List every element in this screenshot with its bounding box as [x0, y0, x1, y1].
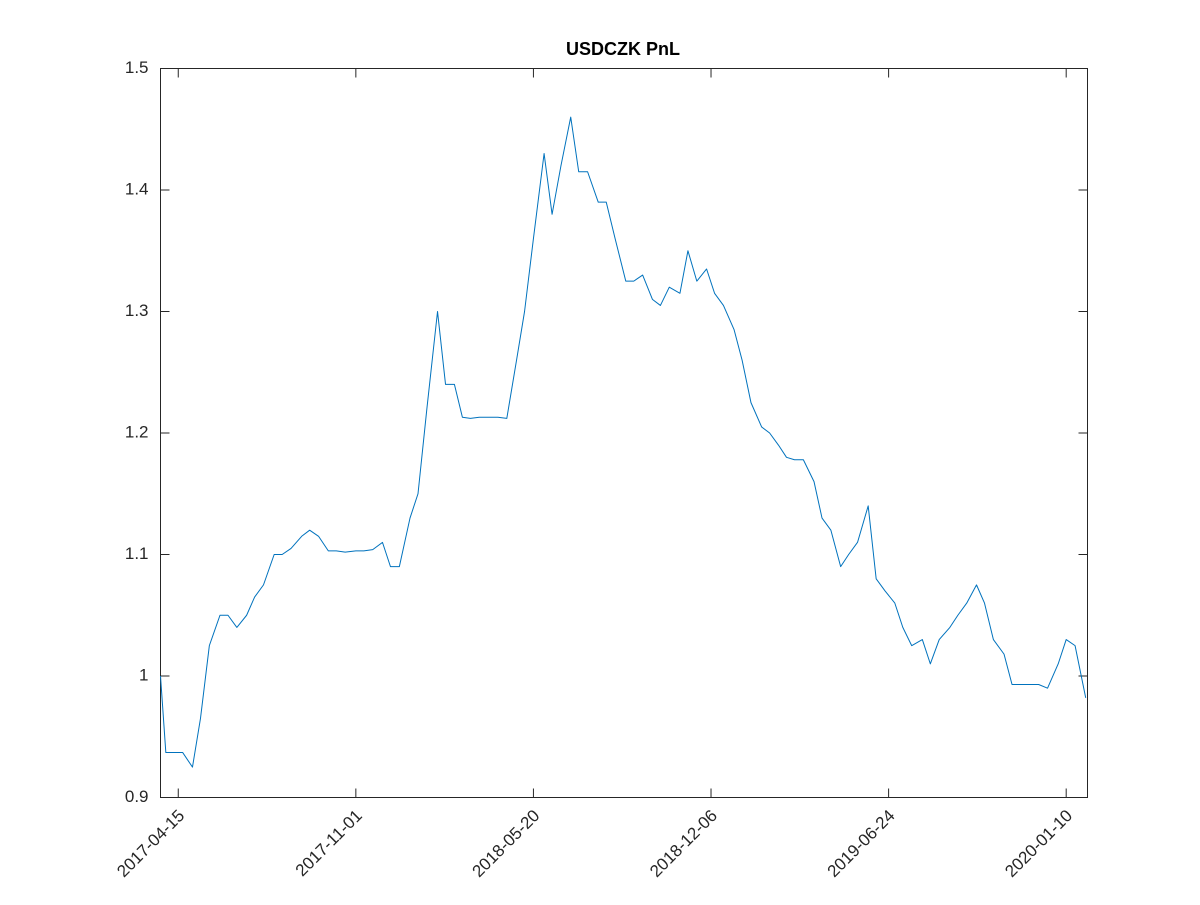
- y-tick-label: 1.2: [125, 422, 149, 441]
- y-tick-label: 1: [139, 665, 148, 684]
- y-tick-label: 1.5: [125, 58, 149, 77]
- chart-title: USDCZK PnL: [566, 39, 680, 59]
- y-tick-label: 1.4: [125, 179, 149, 198]
- line: [160, 116, 1087, 768]
- y-tick-label: 0.9: [125, 787, 149, 806]
- y-tick-label: 1.3: [125, 301, 149, 320]
- y-tick-label: 1.1: [125, 544, 149, 563]
